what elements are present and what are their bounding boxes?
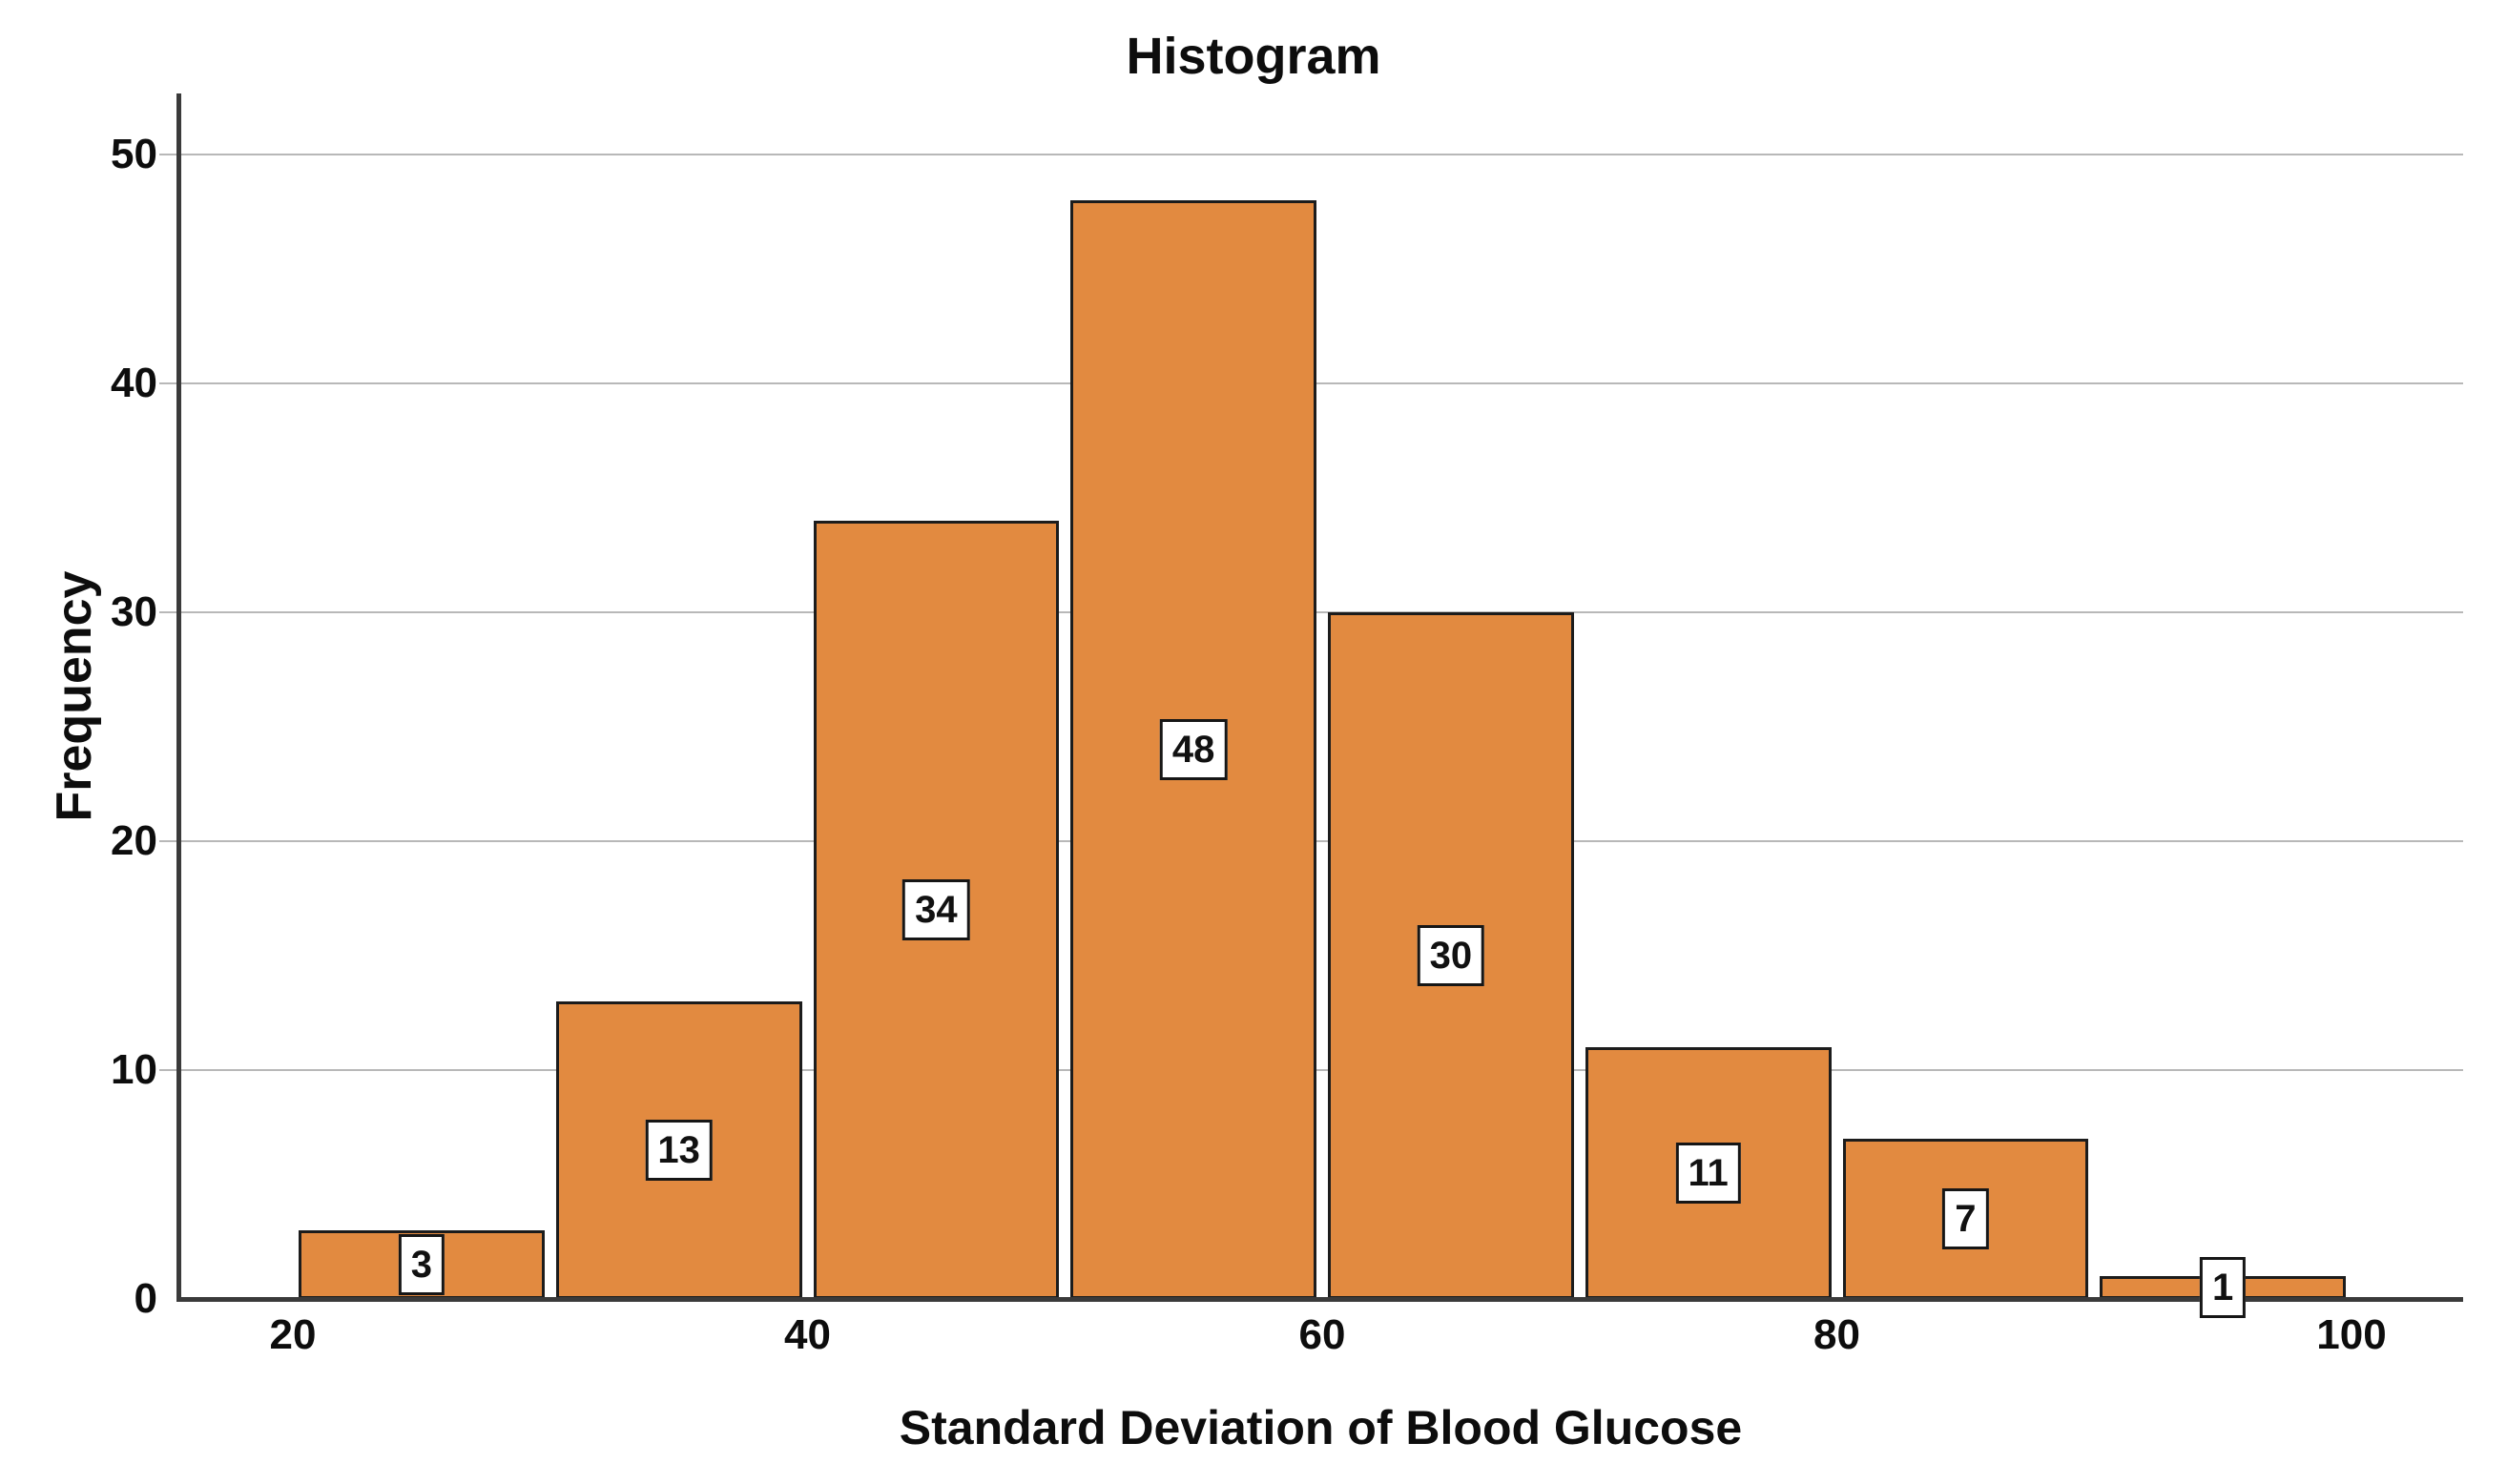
y-tick-mark	[159, 1069, 178, 1071]
y-axis-line	[176, 93, 181, 1302]
bar-value-label: 48	[1159, 719, 1228, 780]
bar-value-label: 3	[398, 1234, 445, 1295]
y-tick-label: 50	[111, 131, 157, 177]
bar-value-label: 11	[1675, 1143, 1741, 1204]
y-tick-label: 40	[111, 360, 157, 406]
y-tick-label: 10	[111, 1046, 157, 1093]
bar-value-label: 34	[902, 879, 970, 940]
y-tick-label: 0	[134, 1275, 157, 1322]
h-gridline	[178, 611, 2463, 613]
h-gridline	[178, 154, 2463, 155]
bar-value-label: 30	[1417, 925, 1485, 986]
bar-value-label: 1	[2200, 1257, 2247, 1318]
y-tick-mark	[159, 382, 178, 384]
h-gridline	[178, 382, 2463, 384]
x-tick-label: 40	[784, 1311, 831, 1358]
chart-title: Histogram	[1126, 28, 1381, 85]
h-gridline	[178, 840, 2463, 842]
bar-value-label: 13	[645, 1120, 713, 1181]
bar-value-label: 7	[1942, 1188, 1989, 1249]
x-tick-label: 20	[269, 1311, 317, 1358]
x-axis-title: Standard Deviation of Blood Glucose	[899, 1401, 1743, 1454]
y-tick-mark	[159, 840, 178, 842]
y-tick-label: 20	[111, 817, 157, 864]
x-tick-label: 60	[1298, 1311, 1346, 1358]
x-tick-label: 80	[1813, 1311, 1860, 1358]
x-axis-line	[176, 1297, 2463, 1302]
y-tick-mark	[159, 611, 178, 613]
x-tick-label: 100	[2316, 1311, 2387, 1358]
h-gridline	[178, 1069, 2463, 1071]
y-tick-mark	[159, 154, 178, 155]
y-tick-label: 30	[111, 588, 157, 635]
